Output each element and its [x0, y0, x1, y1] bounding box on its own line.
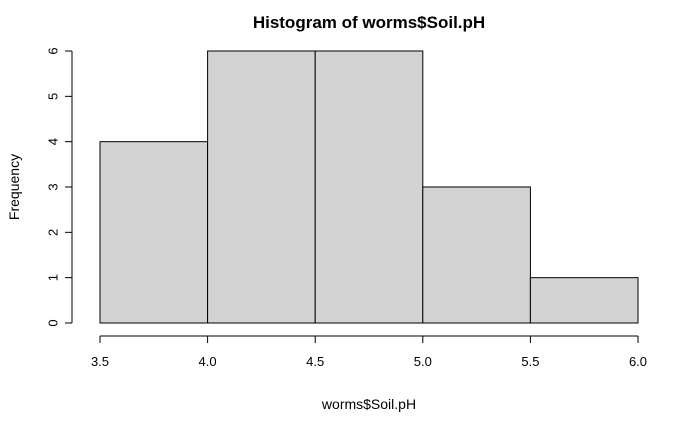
- x-tick-label-2: 4.5: [306, 354, 324, 369]
- histogram-bar-3: [422, 186, 531, 324]
- y-tick-label-3: 3: [46, 183, 61, 190]
- y-tick-label-1: 1: [46, 274, 61, 281]
- x-tick-label-5: 6.0: [629, 354, 647, 369]
- y-axis: 0 1 2 3 4 5 6: [46, 47, 73, 327]
- chart-title: Histogram of worms$Soil.pH: [253, 13, 485, 32]
- x-tick-label-4: 5.5: [521, 354, 539, 369]
- y-tick-label-6: 6: [46, 47, 61, 54]
- y-tick-label-0: 0: [46, 319, 61, 326]
- y-tick-label-4: 4: [46, 138, 61, 145]
- x-tick-label-1: 4.0: [199, 354, 217, 369]
- x-tick-label-0: 3.5: [91, 354, 109, 369]
- y-tick-label-2: 2: [46, 229, 61, 236]
- histogram-bar-2: [314, 50, 424, 324]
- x-axis: 3.5 4.0 4.5 5.0 5.5 6.0: [91, 335, 647, 369]
- histogram-bar-1: [207, 50, 316, 324]
- histogram-bar-0: [99, 141, 209, 324]
- y-tick-label-5: 5: [46, 93, 61, 100]
- y-axis-label: Frequency: [6, 154, 22, 220]
- bars-group: [99, 50, 639, 324]
- x-axis-label: worms$Soil.pH: [321, 396, 416, 412]
- histogram-bar-4: [529, 277, 639, 324]
- x-tick-label-3: 5.0: [414, 354, 432, 369]
